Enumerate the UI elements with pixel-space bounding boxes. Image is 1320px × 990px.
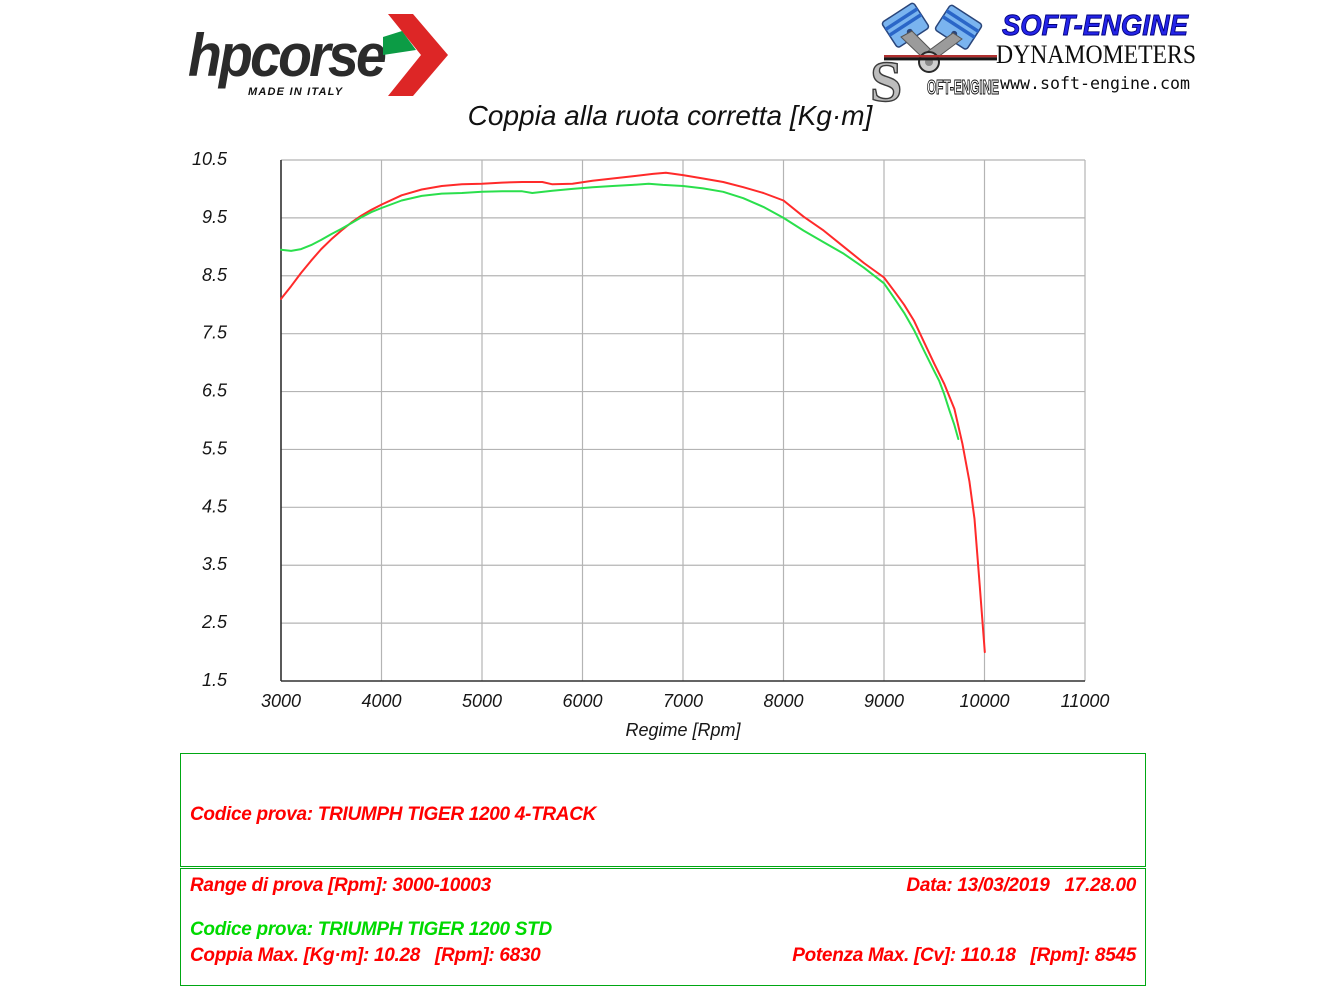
info-row: Codice prova: TRIUMPH TIGER 1200 4-TRACK (190, 802, 1136, 829)
y-tick-label: 2.5 (201, 612, 228, 632)
x-tick-label: 5000 (462, 691, 502, 711)
y-tick-label: 7.5 (202, 323, 228, 343)
softengine-dynamometers: DYNAMOMETERS (996, 40, 1196, 69)
plot-gridlines (281, 159, 1086, 681)
x-tick-label: 11000 (1061, 691, 1110, 711)
y-tick-label: 5.5 (202, 438, 228, 458)
data-ora-4track: Data: 13/03/2019 17.28.00 (906, 874, 1136, 896)
torque-plot: 1.5 2.5 3.5 4.5 5.5 6.5 7.5 8.5 9.5 10.5 3000 4000 5… (192, 149, 1109, 740)
curve-triumph-tiger-1200-std (280, 182, 960, 440)
x-tick-label: 4000 (361, 691, 401, 711)
curve-triumph-tiger-1200-4-track (280, 171, 986, 654)
softengine-url: www.soft-engine.com (1000, 74, 1190, 94)
softengine-emblem-s: S (870, 49, 902, 110)
softengine-emblem-text: OFT-ENGINE (927, 77, 999, 99)
plot-series (280, 171, 986, 654)
info-row: Range di prova [Rpm]: 3000-10003 Data: 1… (190, 873, 1136, 900)
info-box-std: Codice prova: TRIUMPH TIGER 1200 STD Ran… (180, 868, 1146, 990)
info-row: Coppia Max. [Kg·m]: 10.28 [Rpm]: 6830 Po… (190, 943, 1136, 970)
chart-title: Coppia alla ruota corretta [Kg·m] (467, 100, 873, 131)
codice-prova-4track: Codice prova: TRIUMPH TIGER 1200 4-TRACK (190, 804, 597, 825)
hpcorse-wordmark: hpcorse (188, 22, 385, 89)
hpcorse-logo: hpcorse MADE IN ITALY (188, 14, 448, 98)
range-prova-4track: Range di prova [Rpm]: 3000-10003 (190, 874, 491, 896)
softengine-brand: SOFT-ENGINE (1002, 10, 1190, 42)
coppia-max-4track: Coppia Max. [Kg·m]: 10.28 [Rpm]: 6830 (190, 945, 541, 966)
x-tick-label: 6000 (562, 691, 602, 711)
hpcorse-arrow-green-icon (383, 31, 416, 55)
y-tick-label: 9.5 (202, 207, 228, 227)
y-tick-label: 4.5 (202, 496, 228, 516)
hpcorse-arrow-icon (388, 14, 448, 96)
y-tick-label: 1.5 (202, 670, 228, 690)
info-box-4track: Codice prova: TRIUMPH TIGER 1200 4-TRACK… (180, 753, 1146, 966)
plot-tick-labels: 1.5 2.5 3.5 4.5 5.5 6.5 7.5 8.5 9.5 10.5 3000 4000 5… (192, 149, 1109, 711)
y-tick-label: 3.5 (202, 554, 228, 574)
softengine-logo: S OFT-ENGINE SOFT-ENGINE DYNAMOMETERS ww… (869, 2, 1196, 110)
y-tick-label: 10.5 (192, 149, 228, 169)
x-tick-label: 8000 (763, 691, 803, 711)
x-tick-label: 7000 (663, 691, 703, 711)
y-tick-label: 6.5 (202, 381, 228, 401)
potenza-max-4track: Potenza Max. [Cv]: 110.18 [Rpm]: 8545 (792, 945, 1136, 966)
x-tick-label: 10000 (959, 691, 1009, 711)
hpcorse-tagline: MADE IN ITALY (248, 86, 344, 98)
y-tick-label: 8.5 (202, 265, 228, 285)
softengine-divider-shadow (884, 57, 997, 61)
x-axis-label: Regime [Rpm] (625, 720, 741, 740)
codice-prova-std: Codice prova: TRIUMPH TIGER 1200 STD (190, 919, 552, 940)
softengine-divider (884, 55, 997, 58)
x-tick-label: 9000 (864, 691, 904, 711)
x-tick-label: 3000 (261, 691, 301, 711)
pistons-icon (881, 2, 983, 73)
info-row: Codice prova: TRIUMPH TIGER 1200 STD (190, 917, 1136, 944)
plot-axes (280, 160, 1085, 682)
